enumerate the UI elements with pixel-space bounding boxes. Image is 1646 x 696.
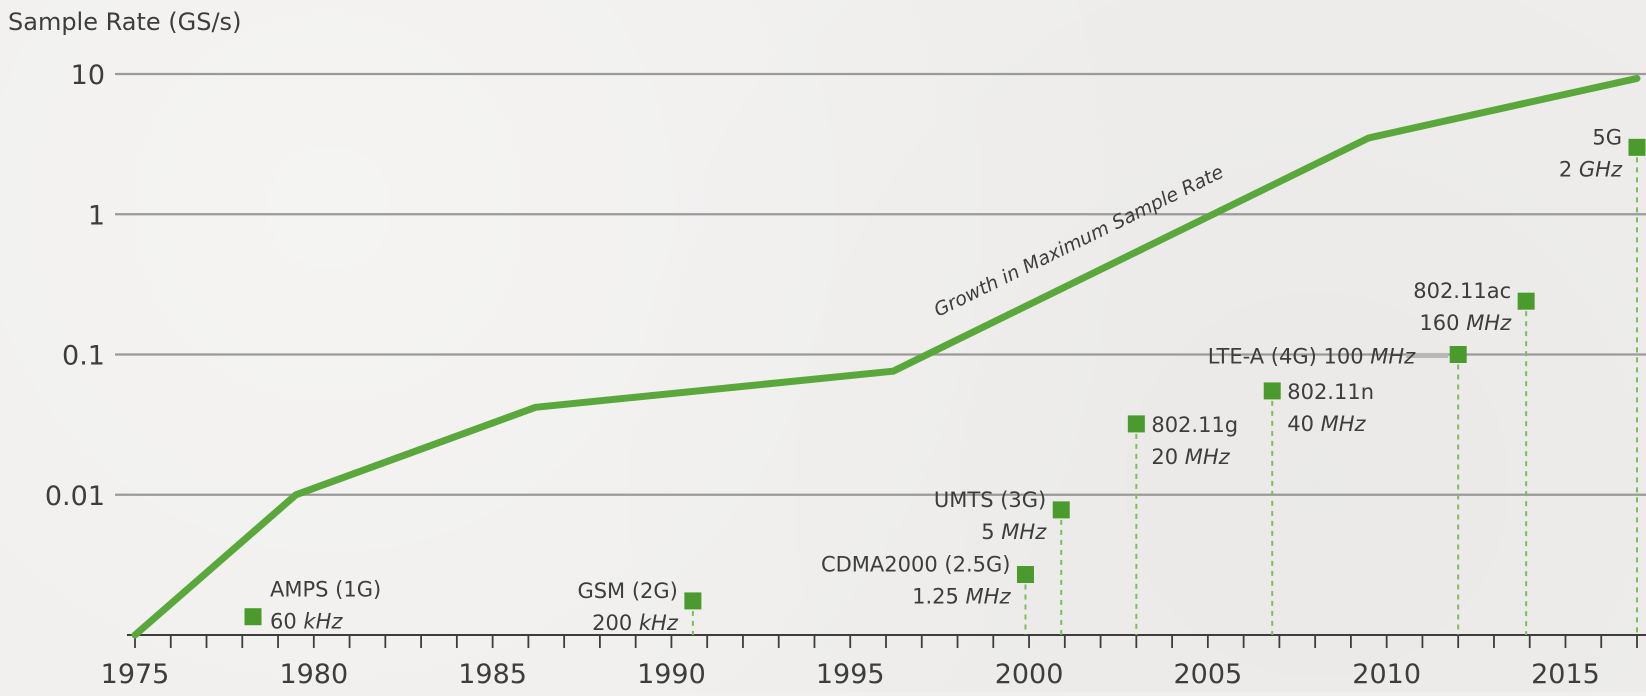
rate-value: 1.25 — [912, 585, 965, 609]
std-label-rate: 200 kHz — [592, 611, 679, 635]
rate-value: 40 — [1287, 412, 1320, 436]
standard-marker — [1263, 382, 1281, 400]
rate-value: 200 — [592, 611, 639, 635]
x-tick-label: 1985 — [458, 659, 527, 690]
std-label-name: UMTS (3G) — [934, 488, 1046, 512]
x-tick-label: 2000 — [995, 659, 1064, 690]
std-label-name: 802.11ac — [1413, 279, 1511, 303]
std-label-rate: 160 MHz — [1419, 311, 1512, 335]
grid-layer: 10 1 0.1 0.01 — [45, 60, 1646, 512]
trend-label: Growth in Maximum Sample Rate — [931, 161, 1228, 321]
std-label-rate: LTE-A (4G) 100 MHz — [1208, 345, 1416, 369]
std-label-name: GSM (2G) — [577, 579, 677, 603]
std-label-name: 5G — [1592, 125, 1622, 149]
std-label-name: AMPS (1G) — [270, 578, 381, 602]
std-label-rate: 5 MHz — [981, 520, 1047, 544]
rate-value: 5 — [981, 520, 1001, 544]
standard-marker — [1052, 501, 1070, 519]
y-tick-label: 0.01 — [45, 481, 105, 512]
std-label-rate: 60 kHz — [270, 610, 343, 634]
rate-unit: MHz — [966, 585, 1012, 609]
x-tick-label: 1975 — [101, 659, 170, 690]
rate-value: 2 — [1559, 157, 1579, 181]
x-tick-label: 1980 — [279, 659, 348, 690]
rate-value: 20 — [1151, 445, 1184, 469]
x-tick-label: 1990 — [637, 659, 706, 690]
rate-unit: GHz — [1579, 157, 1623, 181]
std-label-name: 802.11n — [1287, 380, 1374, 404]
x-tick-label: 2010 — [1352, 659, 1421, 690]
standard-marker — [244, 608, 262, 626]
y-axis-label: Sample Rate (GS/s) — [8, 8, 241, 36]
rate-unit: MHz — [1370, 345, 1416, 369]
y-tick-label: 0.1 — [62, 341, 105, 372]
standard-marker — [684, 592, 702, 610]
standard-marker — [1449, 346, 1467, 363]
standard-marker — [1517, 292, 1535, 310]
std-label-rate: 1.25 MHz — [912, 585, 1011, 609]
x-tick-label: 2005 — [1173, 659, 1242, 690]
rate-unit: kHz — [639, 611, 679, 635]
std-label-rate: 2 GHz — [1559, 157, 1623, 181]
trend-layer — [131, 74, 1641, 639]
rate-unit: MHz — [1466, 311, 1512, 335]
x-tick-label: 2015 — [1531, 659, 1600, 690]
rate-value: LTE-A (4G) 100 — [1208, 345, 1371, 369]
std-label-rate: 40 MHz — [1287, 412, 1366, 436]
standard-marker — [1628, 138, 1646, 156]
rate-unit: MHz — [1001, 520, 1047, 544]
rate-unit: MHz — [1321, 412, 1367, 436]
y-tick-label: 1 — [88, 200, 105, 231]
x-tick-label: 1995 — [816, 659, 885, 690]
rate-value: 60 — [270, 610, 303, 634]
std-label-rate: 20 MHz — [1151, 445, 1230, 469]
std-label-name: CDMA2000 (2.5G) — [821, 553, 1011, 577]
trend-line — [131, 74, 1641, 639]
standard-marker — [1016, 566, 1034, 584]
annotation-layer: AMPS (1G) 60 kHz GSM (2G) 200 kHz CDMA2000 (… — [244, 125, 1646, 635]
rate-value: 160 — [1419, 311, 1466, 335]
rate-unit: MHz — [1185, 445, 1231, 469]
x-axis: 1975 1980 1985 1990 1995 2000 2005 2010 2015 — [101, 634, 1646, 690]
standard-marker — [1127, 415, 1145, 433]
rate-unit: kHz — [303, 610, 343, 634]
std-label-name: 802.11g — [1151, 413, 1238, 437]
y-tick-label: 10 — [71, 60, 105, 91]
